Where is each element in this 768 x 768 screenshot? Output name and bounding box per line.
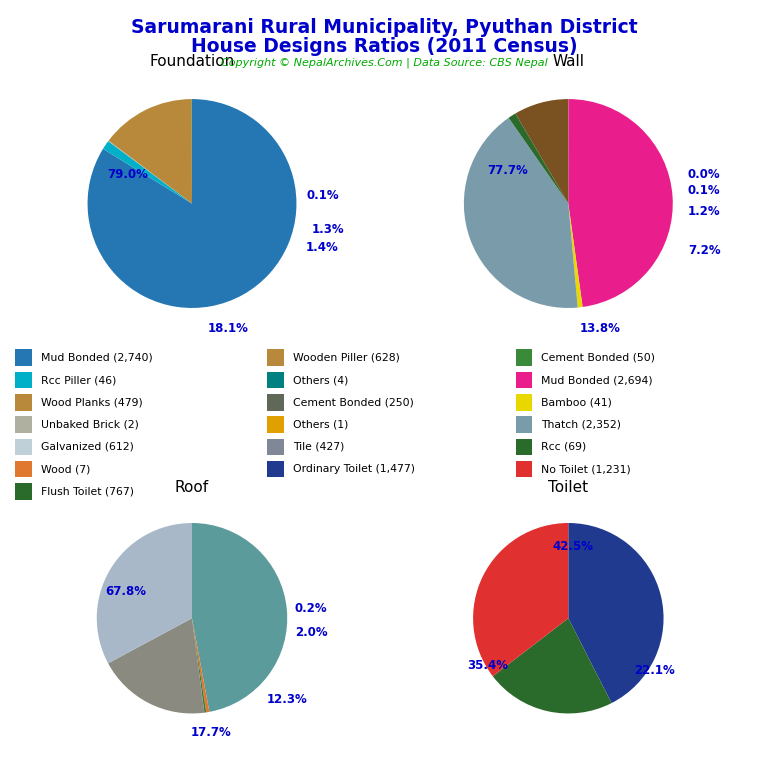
Text: 7.2%: 7.2% — [688, 244, 720, 257]
Bar — [267, 461, 284, 478]
Text: Flush Toilet (767): Flush Toilet (767) — [41, 486, 134, 496]
Text: Bamboo (41): Bamboo (41) — [541, 397, 612, 407]
Title: Toilet: Toilet — [548, 480, 588, 495]
Text: 0.2%: 0.2% — [295, 602, 327, 615]
Text: 22.1%: 22.1% — [634, 664, 674, 677]
Text: 17.7%: 17.7% — [190, 726, 231, 739]
Wedge shape — [192, 618, 207, 713]
Wedge shape — [108, 141, 192, 204]
Bar — [15, 461, 31, 478]
Bar — [15, 483, 31, 500]
Text: 1.3%: 1.3% — [312, 223, 344, 236]
Text: No Toilet (1,231): No Toilet (1,231) — [541, 464, 631, 474]
Text: 77.7%: 77.7% — [488, 164, 528, 177]
Text: 12.3%: 12.3% — [266, 693, 308, 706]
Text: 0.1%: 0.1% — [688, 184, 720, 197]
Text: Copyright © NepalArchives.Com | Data Source: CBS Nepal: Copyright © NepalArchives.Com | Data Sou… — [220, 58, 548, 68]
Wedge shape — [568, 204, 583, 307]
Text: Others (1): Others (1) — [293, 419, 349, 429]
Text: 79.0%: 79.0% — [107, 167, 147, 180]
Wedge shape — [192, 618, 210, 713]
Text: Thatch (2,352): Thatch (2,352) — [541, 419, 621, 429]
Text: 1.4%: 1.4% — [306, 241, 339, 254]
Bar — [15, 349, 31, 366]
Wedge shape — [568, 99, 673, 307]
Bar — [267, 394, 284, 411]
Bar — [267, 349, 284, 366]
Title: Wall: Wall — [552, 54, 584, 69]
Wedge shape — [464, 118, 578, 308]
Wedge shape — [473, 523, 568, 677]
Bar — [267, 416, 284, 433]
Wedge shape — [568, 523, 664, 703]
Text: 42.5%: 42.5% — [553, 541, 594, 553]
Wedge shape — [103, 141, 192, 204]
Bar — [15, 416, 31, 433]
Bar — [516, 394, 532, 411]
Text: Cement Bonded (50): Cement Bonded (50) — [541, 353, 655, 362]
Title: Roof: Roof — [175, 480, 209, 495]
Bar — [516, 349, 532, 366]
Text: Wooden Piller (628): Wooden Piller (628) — [293, 353, 400, 362]
Bar — [516, 416, 532, 433]
Wedge shape — [108, 618, 204, 713]
Wedge shape — [108, 99, 192, 204]
Bar — [516, 439, 532, 455]
Text: Sarumarani Rural Municipality, Pyuthan District: Sarumarani Rural Municipality, Pyuthan D… — [131, 18, 637, 38]
Text: 13.8%: 13.8% — [579, 323, 620, 336]
Text: Rcc (69): Rcc (69) — [541, 442, 587, 452]
Text: 2.0%: 2.0% — [295, 626, 327, 639]
Bar — [15, 372, 31, 389]
Text: 0.1%: 0.1% — [306, 189, 339, 202]
Text: 18.1%: 18.1% — [208, 323, 249, 336]
Text: Cement Bonded (250): Cement Bonded (250) — [293, 397, 414, 407]
Text: 0.0%: 0.0% — [688, 167, 720, 180]
Wedge shape — [568, 204, 582, 307]
Text: 35.4%: 35.4% — [467, 660, 508, 672]
Text: Mud Bonded (2,694): Mud Bonded (2,694) — [541, 375, 653, 385]
Wedge shape — [192, 523, 287, 712]
Wedge shape — [88, 99, 296, 308]
Text: Galvanized (612): Galvanized (612) — [41, 442, 134, 452]
Text: Ordinary Toilet (1,477): Ordinary Toilet (1,477) — [293, 464, 415, 474]
Text: Others (4): Others (4) — [293, 375, 349, 385]
Text: Unbaked Brick (2): Unbaked Brick (2) — [41, 419, 139, 429]
Title: Foundation: Foundation — [149, 54, 235, 69]
Bar — [267, 439, 284, 455]
Bar — [15, 439, 31, 455]
Text: Wood Planks (479): Wood Planks (479) — [41, 397, 143, 407]
Wedge shape — [515, 99, 568, 204]
Bar — [267, 372, 284, 389]
Bar — [516, 372, 532, 389]
Text: Tile (427): Tile (427) — [293, 442, 344, 452]
Text: House Designs Ratios (2011 Census): House Designs Ratios (2011 Census) — [190, 37, 578, 56]
Text: 67.8%: 67.8% — [105, 585, 146, 598]
Bar — [516, 461, 532, 478]
Text: Mud Bonded (2,740): Mud Bonded (2,740) — [41, 353, 153, 362]
Text: Wood (7): Wood (7) — [41, 464, 90, 474]
Text: Rcc Piller (46): Rcc Piller (46) — [41, 375, 116, 385]
Bar — [15, 394, 31, 411]
Wedge shape — [493, 618, 611, 713]
Text: 1.2%: 1.2% — [688, 205, 720, 218]
Wedge shape — [97, 523, 192, 664]
Wedge shape — [508, 114, 568, 204]
